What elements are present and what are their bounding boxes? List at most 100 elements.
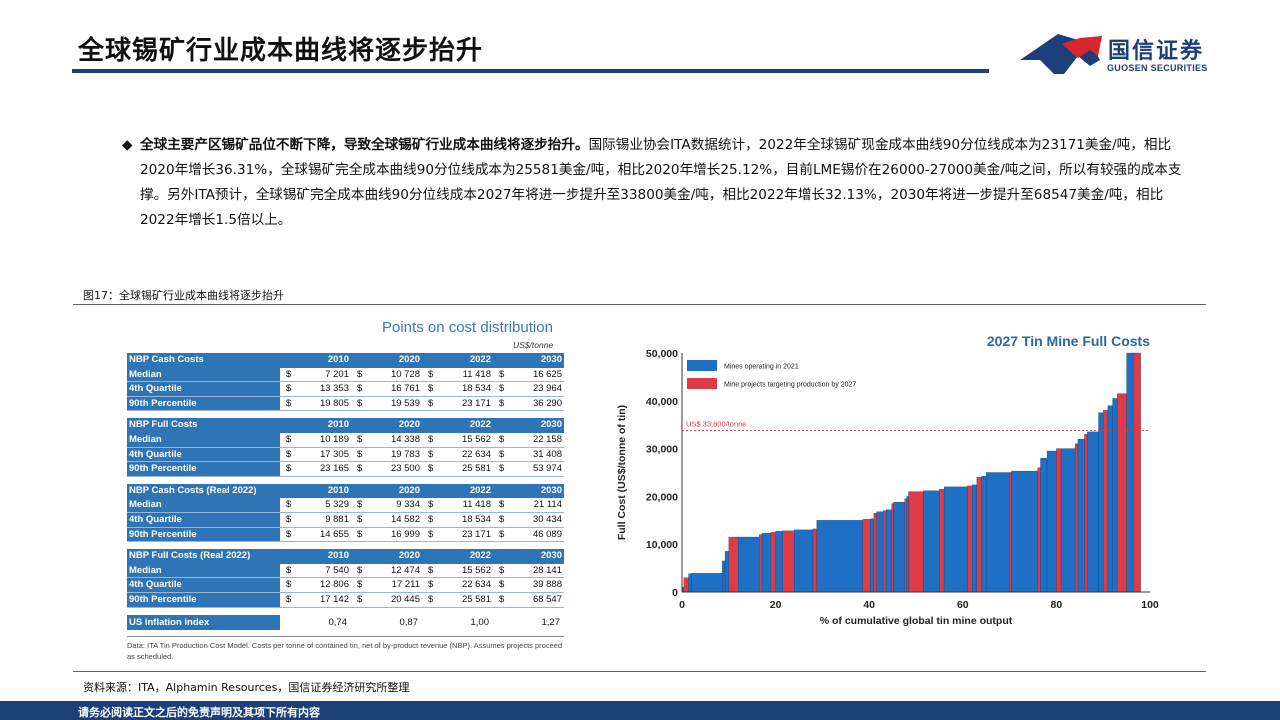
legend-label: Mines operating in 2021 — [724, 364, 799, 371]
cost-table-row: 4th Quartile $12 806 $17 211 $22 634 $39 888 — [127, 578, 564, 593]
currency-symbol: $ — [286, 383, 292, 395]
currency-symbol: $ — [357, 368, 363, 380]
cost-bar — [728, 536, 739, 593]
currency-symbol: $ — [357, 463, 363, 475]
inflation-value: 1,00 — [470, 616, 490, 628]
currency-symbol: $ — [428, 499, 434, 511]
cost-table-year: 2010 — [327, 419, 349, 431]
cost-table-row-label: Median — [127, 498, 280, 512]
cost-table-cell: $14 655 — [280, 528, 351, 542]
cost-value: 22 158 — [532, 433, 562, 445]
cost-table-year: 2030 — [540, 550, 562, 562]
cost-table-row: Median $7 540 $12 474 $15 562 $28 141 — [127, 563, 564, 579]
x-tick-label: 60 — [957, 599, 969, 611]
currency-symbol: $ — [357, 397, 363, 409]
cost-table-cell: $23 171 — [422, 528, 493, 542]
cost-bar — [981, 476, 987, 593]
guosen-logo-icon — [1020, 34, 1102, 74]
cost-bar — [893, 501, 905, 593]
cost-value: 21 114 — [533, 499, 562, 511]
y-tick-label: 0 — [672, 587, 678, 599]
figure-label: 图17：全球锡矿行业成本曲线将逐步抬升 — [83, 289, 284, 302]
cost-table-year: 2022 — [469, 419, 491, 431]
cost-bar — [1077, 438, 1085, 593]
cost-table-header-row: NBP Cash Costs 2010 2020 2022 2030 — [127, 353, 564, 368]
currency-symbol: $ — [286, 564, 292, 576]
currency-symbol: $ — [286, 463, 292, 475]
cost-table-cell: $16 999 — [351, 528, 422, 542]
diamond-bullet-icon: ◆ — [122, 137, 133, 153]
cost-table-cell: $17 211 — [351, 578, 422, 592]
cost-bar — [904, 498, 907, 593]
cost-bar — [967, 485, 973, 593]
figure-bottom-rule — [73, 671, 1206, 672]
cost-table-year: 2022 — [469, 550, 491, 562]
cost-bar — [876, 511, 884, 593]
cost-table-cell: $18 534 — [422, 382, 493, 396]
currency-symbol: $ — [428, 564, 434, 576]
currency-symbol: $ — [499, 463, 505, 475]
currency-symbol: $ — [357, 448, 363, 460]
cost-value: 11 418 — [462, 368, 491, 380]
cost-table-cell: $25 581 — [422, 462, 493, 476]
cost-bar — [862, 519, 871, 593]
page-title: 全球锡矿行业成本曲线将逐步抬升 — [78, 36, 484, 66]
cost-table-year: 2020 — [398, 354, 420, 365]
cost-table-year: 2020 — [398, 484, 420, 496]
cost-value: 10 189 — [319, 433, 349, 445]
cost-value: 25 581 — [461, 463, 491, 475]
cost-table-cell: $13 353 — [280, 382, 351, 396]
cost-table-cell: $36 290 — [493, 397, 564, 411]
cost-table-cell: $23 171 — [422, 397, 493, 411]
cost-table-cell: $5 329 — [280, 498, 351, 512]
x-axis-label: % of cumulative global tin mine output — [820, 615, 1013, 627]
currency-symbol: $ — [286, 368, 292, 380]
currency-symbol: $ — [286, 448, 292, 460]
cost-bar — [908, 491, 924, 593]
cost-value: 14 655 — [319, 528, 349, 540]
cost-bar — [1037, 467, 1041, 593]
cost-value: 7 540 — [325, 564, 349, 576]
cost-bar — [724, 551, 729, 593]
cost-table-unit: US$/tonne — [513, 340, 554, 350]
cost-value: 9 334 — [396, 499, 420, 511]
currency-symbol: $ — [499, 593, 505, 605]
cost-table-row-label: Median — [127, 367, 280, 382]
inflation-row: US inflation index 0,74 0,87 1,00 1,27 — [127, 614, 564, 630]
currency-symbol: $ — [286, 499, 292, 511]
cost-table-title: Points on cost distribution — [382, 319, 553, 336]
cost-table-block-title: NBP Full Costs (Real 2022) — [127, 549, 280, 564]
cost-table-row: 90th Percentile $19 805 $19 539 $23 171 $36 … — [127, 396, 564, 412]
currency-symbol: $ — [428, 579, 434, 591]
cost-table-cell: $30 434 — [493, 513, 564, 527]
cost-table-block: NBP Cash Costs 2010 2020 2022 2030 Median $7 2… — [127, 353, 564, 412]
cost-value: 15 562 — [461, 564, 491, 576]
cost-bar — [976, 477, 982, 593]
cost-table-block-title: NBP Cash Costs (Real 2022) — [127, 483, 280, 499]
cost-bar — [1117, 393, 1127, 593]
cost-distribution-table: NBP Cash Costs 2010 2020 2022 2030 Median $7 2… — [127, 353, 564, 630]
cost-table-year: 2030 — [540, 419, 562, 431]
logo-english-name: GUOSEN SECURITIES — [1107, 63, 1208, 73]
x-tick-label: 100 — [1141, 599, 1159, 611]
currency-symbol: $ — [357, 433, 363, 445]
inflation-label: US inflation index — [127, 614, 280, 630]
cost-table-block-title: NBP Full Costs — [127, 418, 280, 433]
cost-table-year: 2030 — [540, 354, 562, 365]
cost-table-cell: $23 964 — [493, 382, 564, 396]
cost-bar — [1084, 434, 1088, 593]
cost-table-row-label: 4th Quartile — [127, 512, 280, 527]
cost-value: 14 582 — [390, 513, 420, 525]
cost-bar — [816, 520, 863, 593]
cost-value: 68 547 — [532, 593, 562, 605]
footer-bar: 请务必阅读正文之后的免责声明及其项下所有内容 — [0, 701, 1280, 720]
cost-table-row-label: Median — [127, 563, 280, 578]
currency-symbol: $ — [357, 593, 363, 605]
cost-table-cell: $15 562 — [422, 564, 493, 578]
cost-table-header-row: NBP Full Costs 2010 2020 2022 2030 — [127, 418, 564, 433]
cost-bar — [738, 536, 760, 593]
cost-bar — [1074, 443, 1079, 593]
cost-table-cell: $23 165 — [280, 462, 351, 476]
inflation-value: 0,87 — [399, 616, 419, 628]
cost-bar — [1133, 352, 1141, 593]
